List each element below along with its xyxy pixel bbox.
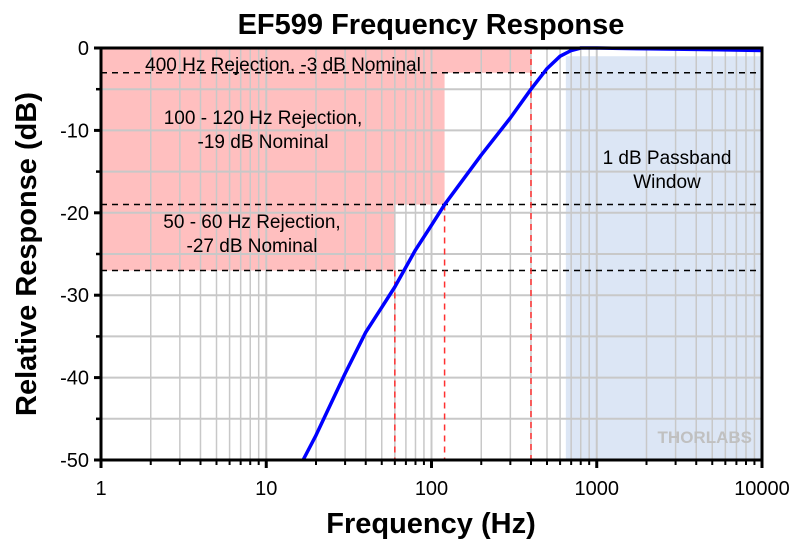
region-label-400hz: 400 Hz Rejection, -3 dB Nominal bbox=[145, 55, 421, 76]
region-label-100-120hz: 100 - 120 Hz Rejection, -19 dB Nominal bbox=[164, 108, 363, 153]
y-tick-label: 0 bbox=[78, 38, 89, 60]
x-tick-label: 1000 bbox=[575, 478, 620, 500]
passband-region bbox=[565, 56, 762, 461]
x-tick-label: 10 bbox=[255, 478, 277, 500]
thorlabs-watermark: THORLABS bbox=[658, 428, 752, 447]
x-tick-label: 100 bbox=[415, 478, 448, 500]
y-tick-label: -20 bbox=[60, 203, 89, 225]
y-tick-label: -50 bbox=[60, 450, 89, 472]
y-axis-label: Relative Response (dB) bbox=[11, 92, 43, 416]
region-label-50-60hz: 50 - 60 Hz Rejection, -27 dB Nominal bbox=[163, 212, 340, 257]
x-tick-label: 1 bbox=[95, 478, 106, 500]
rejection-region bbox=[101, 204, 395, 271]
x-axis-label: Frequency (Hz) bbox=[326, 508, 535, 540]
rejection-region bbox=[101, 72, 445, 205]
y-tick-label: -30 bbox=[60, 285, 89, 307]
y-tick-label: -40 bbox=[60, 368, 89, 390]
x-tick-label: 10000 bbox=[734, 478, 790, 500]
region-label-passband: 1 dB Passband Window bbox=[603, 148, 732, 193]
y-tick-label: -10 bbox=[60, 120, 89, 142]
chart-title: EF599 Frequency Response bbox=[238, 9, 625, 41]
